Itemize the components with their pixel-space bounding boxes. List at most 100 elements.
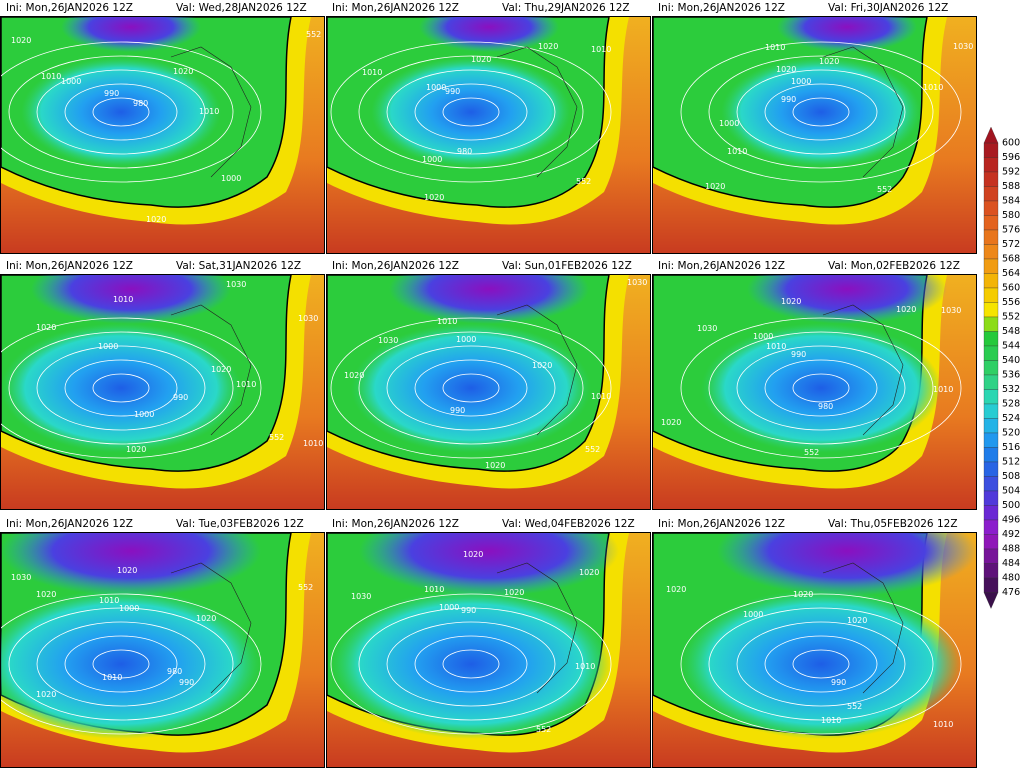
contour-label: 1020 (504, 588, 524, 597)
contour-label: 1000 (719, 119, 739, 128)
color-swatch (983, 244, 999, 260)
contour-label: 1020 (847, 616, 867, 625)
init-time: Ini: Mon,26JAN2026 12Z (332, 2, 459, 14)
colorbar-label: 488 (1002, 544, 1020, 555)
color-swatch (983, 577, 999, 593)
contour-label: 1010 (99, 596, 119, 605)
colorbar-label: 540 (1002, 355, 1020, 366)
contour-label: 1010 (821, 716, 841, 725)
color-swatch (983, 447, 999, 463)
color-swatch (983, 389, 999, 405)
contour-label: 1000 (61, 77, 81, 86)
contour-label: 1030 (953, 42, 973, 51)
contour-label: 1020 (538, 42, 558, 51)
contour-label: 1000 (98, 342, 118, 351)
color-swatch (983, 331, 999, 347)
contour-label: 1000 (119, 604, 139, 613)
contour-label: 1000 (422, 155, 442, 164)
contour-label: 1020 (11, 36, 31, 45)
map-panel: Ini: Mon,26JAN2026 12Z Val: Thu,29JAN2026… (326, 0, 651, 254)
overflow-arrow (983, 126, 999, 144)
panel-header: Ini: Mon,26JAN2026 12Z Val: Mon,02FEB2026… (652, 258, 977, 274)
panel-header: Ini: Mon,26JAN2026 12Z Val: Thu,05FEB2026… (652, 516, 977, 532)
contour-label: 1010 (41, 72, 61, 81)
valid-time: Val: Mon,02FEB2026 12Z (828, 260, 960, 272)
color-swatch (983, 505, 999, 521)
colorbar-label: 516 (1002, 442, 1020, 453)
contour-label: 1030 (697, 324, 717, 333)
contour-label: 1020 (705, 182, 725, 191)
contour-label: 990 (781, 95, 796, 104)
contour-label: 990 (104, 89, 119, 98)
panel-header: Ini: Mon,26JAN2026 12Z Val: Sun,01FEB2026… (326, 258, 651, 274)
color-swatch (983, 519, 999, 535)
contour-label: 1000 (439, 603, 459, 612)
contour-label: 980 (457, 147, 472, 156)
init-time: Ini: Mon,26JAN2026 12Z (658, 260, 785, 272)
colorbar-label: 504 (1002, 486, 1020, 497)
contour-label: 1020 (196, 614, 216, 623)
contour-label: 980 (133, 99, 148, 108)
contour-label: 1000 (753, 332, 773, 341)
colorbar-label: 552 (1002, 312, 1020, 323)
colorbar-label: 536 (1002, 370, 1020, 381)
contour-label: 990 (450, 406, 465, 415)
panel-header: Ini: Mon,26JAN2026 12Z Val: Sat,31JAN2026… (0, 258, 325, 274)
contour-label: 990 (831, 678, 846, 687)
contour-label: 1010 (933, 385, 953, 394)
map-panel: Ini: Mon,26JAN2026 12Z Val: Fri,30JAN2026… (652, 0, 977, 254)
contour-label: 1030 (941, 306, 961, 315)
color-swatch (983, 374, 999, 390)
color-swatch (983, 403, 999, 419)
contour-label: 990 (791, 350, 806, 359)
color-swatch (983, 171, 999, 187)
contour-label: 1010 (765, 43, 785, 52)
colorbar-label: 572 (1002, 239, 1020, 250)
color-swatch (983, 563, 999, 579)
contour-label: 552 (298, 583, 313, 592)
contour-label: 1010 (102, 673, 122, 682)
colorbar-label: 500 (1002, 500, 1020, 511)
colorbar-label: 584 (1002, 196, 1020, 207)
map-panel: Ini: Mon,26JAN2026 12Z Val: Wed,28JAN2026… (0, 0, 325, 254)
color-swatch (983, 490, 999, 506)
contour-label: 1020 (211, 365, 231, 374)
colorbar-label: 520 (1002, 428, 1020, 439)
contour-label: 1020 (36, 690, 56, 699)
colorbar-label: 592 (1002, 167, 1020, 178)
contour-label: 1010 (933, 720, 953, 729)
colorbar-label: 524 (1002, 413, 1020, 424)
colorbar-label: 588 (1002, 181, 1020, 192)
init-time: Ini: Mon,26JAN2026 12Z (6, 260, 133, 272)
contour-label: 552 (536, 725, 551, 734)
contour-label: 1020 (532, 361, 552, 370)
color-swatch (983, 534, 999, 550)
panel-header: Ini: Mon,26JAN2026 12Z Val: Thu,29JAN2026… (326, 0, 651, 16)
contour-label: 1020 (776, 65, 796, 74)
contour-label: 1020 (661, 418, 681, 427)
color-swatch (983, 548, 999, 564)
contour-label: 980 (167, 667, 182, 676)
map: 1020103010101000102010209809901010102055… (0, 532, 325, 768)
contour-label: 1020 (666, 585, 686, 594)
panel-header: Ini: Mon,26JAN2026 12Z Val: Wed,28JAN2026… (0, 0, 325, 16)
color-swatch (983, 302, 999, 318)
colorbar-label: 600 (1002, 138, 1020, 149)
map-panel: Ini: Mon,26JAN2026 12Z Val: Wed,04FEB2026… (326, 516, 651, 768)
contour-label: 1020 (793, 590, 813, 599)
map: 1010 1030 1000 1020 990 1010 1020 1020 552 1030 (326, 274, 651, 510)
colorbar-label: 568 (1002, 254, 1020, 265)
valid-time: Val: Thu,29JAN2026 12Z (502, 2, 630, 14)
valid-time: Val: Sat,31JAN2026 12Z (176, 260, 302, 272)
colorbar-label: 512 (1002, 457, 1020, 468)
color-swatch (983, 476, 999, 492)
colorbar-label: 576 (1002, 225, 1020, 236)
map-panel: Ini: Mon,26JAN2026 12Z Val: Tue,03FEB2026… (0, 516, 325, 768)
colorbar-label: 496 (1002, 515, 1020, 526)
contour-label: 1020 (579, 568, 599, 577)
colorbar-label: 548 (1002, 326, 1020, 337)
contour-label: 990 (445, 87, 460, 96)
color-swatch (983, 316, 999, 332)
